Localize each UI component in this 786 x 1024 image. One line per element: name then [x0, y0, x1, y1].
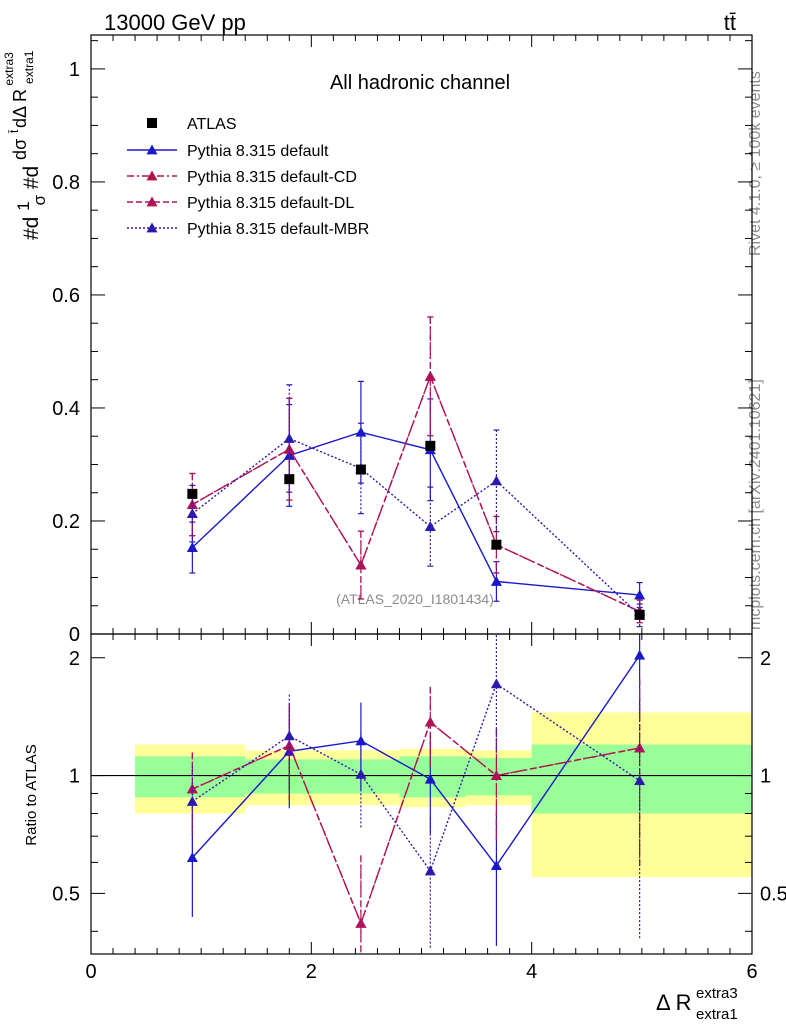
ratio-y-axis-label: Ratio to ATLAS [23, 744, 40, 845]
ratio-point-triangle [424, 773, 436, 784]
x-tick-label: 2 [306, 961, 317, 983]
ratio-point-triangle [186, 783, 198, 794]
legend-marker-triangle [146, 222, 158, 233]
ratio-point-triangle [634, 649, 646, 660]
legend-marker-triangle [146, 196, 158, 207]
ratio-series-line [192, 720, 640, 926]
ylabel-part-2: 1 [14, 201, 33, 210]
ratio-band-green [399, 756, 466, 798]
legend-label-atlas: ATLAS [187, 116, 237, 133]
ratio-point-triangle [355, 735, 367, 746]
ratio-series-line [191, 654, 641, 867]
ratio-plot-marks [186, 634, 646, 954]
ratio-point-triangle [283, 730, 295, 741]
y-tick-label: 1 [69, 59, 80, 81]
legend-label-default: Pythia 8.315 default [187, 143, 329, 160]
ratio-tick-label-right: 1 [760, 766, 771, 788]
series-line [192, 374, 640, 613]
legend: ATLAS Pythia 8.315 default Pythia 8.315 … [127, 116, 369, 238]
data-point-triangle [186, 508, 198, 519]
ratio-band-green [531, 744, 752, 814]
data-point-triangle [424, 521, 436, 532]
legend-label-default-mbr: Pythia 8.315 default-MBR [187, 221, 369, 238]
ratio-uncertainty-bands [91, 712, 752, 878]
ratio-point-triangle [424, 865, 436, 876]
y-tick-label: 0.2 [52, 511, 80, 533]
legend-label-default-dl: Pythia 8.315 default-DL [187, 195, 354, 212]
data-point-triangle [186, 499, 198, 509]
svg-text:dΔ R extra1 extra3: dΔ R extra1 extra3 [2, 46, 37, 128]
ratio-point-triangle [424, 716, 436, 727]
ratio-point-triangle [355, 917, 367, 928]
data-point-triangle [355, 559, 367, 570]
y-tick-label: 0.8 [52, 172, 80, 194]
ratio-tick-label-left: 2 [69, 648, 80, 670]
analysis-watermark: (ATLAS_2020_I1801434) [336, 591, 494, 607]
y-tick-label: 0.6 [52, 285, 80, 307]
series-line [191, 437, 641, 616]
ratio-point-triangle [283, 740, 295, 750]
ylabel-part-5: dσ [10, 139, 30, 160]
data-point-triangle [490, 575, 502, 586]
ratio-point-triangle [634, 742, 646, 753]
atlas-data-point [425, 440, 436, 451]
ylabel-part-6: dΔ R [10, 89, 30, 128]
x-tick-label: 4 [526, 961, 537, 983]
data-point-triangle [424, 370, 436, 381]
ratio-band-green [245, 759, 323, 794]
data-point-triangle [283, 432, 295, 443]
atlas-data-point [284, 474, 295, 485]
x-tick-label: 6 [746, 961, 757, 983]
atlas-data-point [491, 539, 502, 550]
ratio-point-triangle [186, 852, 198, 863]
header-right: tt̄ [724, 10, 736, 35]
legend-marker-triangle [146, 170, 158, 181]
mcplots-source-label: mcplots.cern.ch [arXiv:2401.10621] [747, 379, 764, 630]
ratio-point-triangle [490, 860, 502, 871]
xlabel-main: Δ R [656, 990, 691, 1015]
series-line [191, 431, 640, 596]
y-tick-label: 0 [69, 624, 80, 646]
atlas-data-point [355, 464, 366, 475]
data-point-triangle [283, 443, 295, 454]
ratio-point-triangle [186, 795, 198, 806]
ylabel-part-1: #d [20, 217, 43, 240]
atlas-data-point [187, 488, 198, 499]
svg-text:#d 1 σ #d: #d 1 σ #d dσ t̄ [7, 129, 50, 240]
x-axis-label-sup: extra3 [696, 985, 738, 1002]
data-point-triangle [186, 542, 198, 552]
ylabel-part-3: σ [30, 194, 49, 205]
y-axis-label: #d 1 σ #d dσ t̄ dΔ R extra1 extra3 [2, 46, 50, 240]
legend-label-default-cd: Pythia 8.315 default-CD [187, 169, 357, 186]
ylabel-part-6-sub: extra1 [22, 50, 36, 84]
x-tick-label: 0 [85, 961, 96, 983]
ylabel-part-6-sup: extra3 [2, 52, 16, 86]
ratio-point-triangle [490, 770, 502, 780]
y-tick-label: 0.4 [52, 398, 80, 420]
header-left: 13000 GeV pp [104, 10, 246, 35]
x-axis-label: Δ R [656, 990, 691, 1015]
ratio-tick-label-right: 2 [760, 648, 771, 670]
atlas-data-point [634, 609, 645, 620]
ratio-tick-label-left: 1 [69, 766, 80, 788]
legend-marker-atlas [147, 118, 157, 128]
ratio-tick-label-left: 0.5 [52, 883, 80, 905]
ylabel-part-4: #d [20, 166, 43, 189]
ratio-point-triangle [490, 678, 502, 689]
data-point-triangle [490, 475, 502, 486]
series-line [192, 374, 640, 613]
ratio-series-line [191, 682, 641, 873]
x-axis-label-sub: extra1 [696, 1006, 738, 1023]
ratio-point-triangle [355, 768, 367, 779]
chart-title: All hadronic channel [330, 72, 510, 94]
rivet-events-label: Rivet 4.1.0, ≥ 100k events [747, 71, 764, 256]
ratio-point-triangle [634, 775, 646, 786]
ylabel-part-5-sup: t̄ [7, 129, 21, 133]
legend-marker-triangle [146, 144, 158, 155]
ratio-tick-label-right: 0.5 [760, 883, 786, 905]
data-point-triangle [634, 589, 646, 600]
main-plot-marks [186, 316, 646, 628]
